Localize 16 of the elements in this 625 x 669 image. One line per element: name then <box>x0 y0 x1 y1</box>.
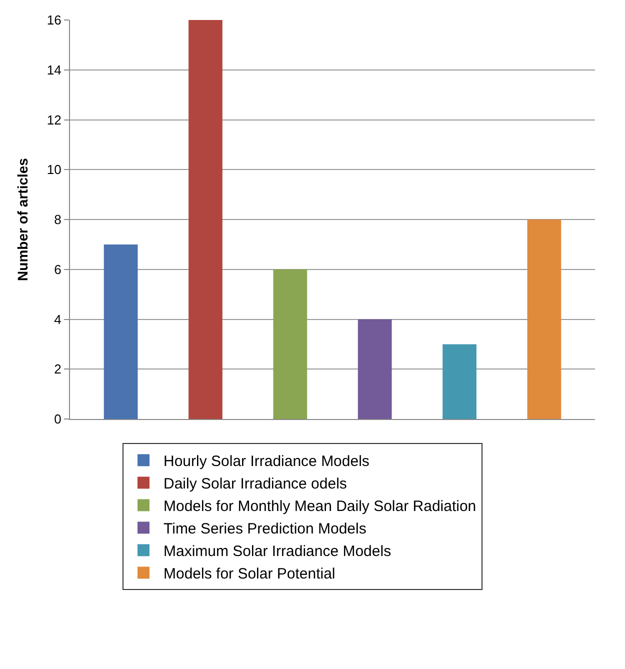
y-tick-label: 14 <box>46 62 62 78</box>
y-tick-label: 16 <box>46 12 62 28</box>
legend-label: Maximum Solar Irradiance Models <box>164 543 392 560</box>
legend-label: Daily Solar Irradiance odels <box>164 476 347 493</box>
y-tick-label: 0 <box>54 412 62 427</box>
y-tick-label: 12 <box>46 112 62 128</box>
legend-label: Models for Monthly Mean Daily Solar Radiation <box>164 498 476 516</box>
y-tick-label: 4 <box>54 312 62 327</box>
y-tick-label: 6 <box>54 262 62 277</box>
legend-label: Hourly Solar Irradiance Models <box>164 453 370 470</box>
legend-label: Time Series Prediction Models <box>164 520 366 538</box>
legend-label: Models for Solar Potential <box>164 566 336 583</box>
y-tick-label: 10 <box>46 162 62 178</box>
y-tick-label: 2 <box>54 362 62 377</box>
y-tick-label: 8 <box>54 212 62 228</box>
y-axis-title: Number of articles <box>14 158 31 281</box>
